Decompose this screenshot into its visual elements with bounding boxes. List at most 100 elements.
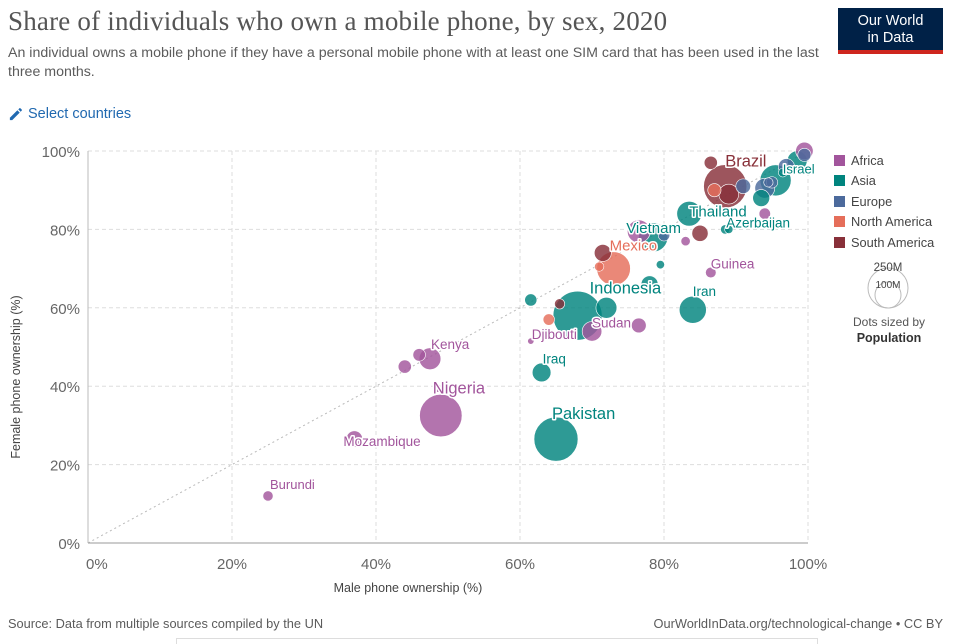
point-label-israel: Israel: [783, 162, 815, 177]
legend-item-africa[interactable]: Africa: [834, 150, 934, 171]
size-note-variable: Population: [856, 331, 922, 345]
size-note: Dots sized by Population: [836, 314, 942, 346]
legend-label-south-america: South America: [851, 234, 935, 250]
point-pakistan[interactable]: [533, 416, 579, 462]
data-point[interactable]: [593, 244, 612, 262]
data-point[interactable]: [524, 293, 538, 307]
legend-label-asia: Asia: [851, 173, 876, 189]
point-label-brazil: Brazil: [725, 152, 766, 170]
point-guinea[interactable]: [705, 266, 717, 279]
legend-swatch-south-america: [834, 236, 845, 248]
y-tick-label: 80%: [50, 222, 80, 239]
point-iran[interactable]: [678, 295, 707, 324]
legend-label-europe: Europe: [851, 193, 893, 209]
point-nigeria[interactable]: [419, 394, 463, 438]
owid-link[interactable]: OurWorldInData.org/technological-change …: [653, 616, 943, 631]
size-legend-circles: 250M 100M: [867, 262, 909, 309]
point-label-guinea: Guinea: [711, 257, 755, 272]
data-point[interactable]: [627, 219, 651, 244]
owid-logo[interactable]: Our World in Data: [838, 8, 943, 54]
y-tick-label: 40%: [50, 379, 80, 396]
size-legend-small-label: 100M: [875, 280, 900, 291]
point-label-thailand: Thailand: [689, 204, 747, 221]
source-note: Source: Data from multiple sources compi…: [8, 616, 324, 631]
point-label-kenya: Kenya: [431, 337, 470, 352]
size-legend: 250M 100M: [850, 258, 930, 314]
data-point[interactable]: [432, 383, 442, 393]
y-tick-label: 100%: [42, 144, 80, 161]
x-tick-label: 80%: [649, 556, 679, 573]
logo-line-2: in Data: [867, 30, 914, 46]
legend-swatch-asia: [834, 175, 845, 187]
select-countries-label: Select countries: [28, 106, 132, 122]
y-tick-label: 60%: [50, 301, 80, 318]
legend-item-europe[interactable]: Europe: [834, 191, 934, 212]
chart-subtitle: An individual owns a mobile phone if the…: [8, 45, 819, 80]
legend-swatch-africa: [834, 154, 845, 166]
x-tick-label: 60%: [505, 556, 535, 573]
point-label-azerbaijan: Azerbaijan: [726, 215, 790, 230]
data-point[interactable]: [758, 207, 771, 220]
point-label-djibouti: Djibouti: [532, 327, 577, 342]
data-point[interactable]: [724, 224, 734, 234]
legend-label-africa: Africa: [851, 152, 884, 168]
tab-bar-edge: [176, 638, 818, 644]
legend-item-north-america[interactable]: North America: [834, 212, 934, 233]
point-label-vietnam: Vietnam: [626, 220, 681, 237]
size-note-text: Dots sized by: [852, 315, 926, 329]
point-iraq[interactable]: [531, 362, 552, 383]
pencil-icon: [9, 107, 22, 120]
legend-swatch-north-america: [834, 216, 845, 228]
data-point[interactable]: [397, 359, 412, 374]
point-label-sudan: Sudan: [592, 315, 631, 330]
data-point[interactable]: [542, 313, 555, 326]
point-label-indonesia: Indonesia: [590, 280, 662, 298]
data-point[interactable]: [680, 236, 691, 247]
data-point[interactable]: [631, 317, 647, 334]
label-layer: Burundi Mozambique Nigeria Pakistan Kenya Ira…: [269, 151, 817, 494]
chart-title: Share of individuals who own a mobile ph…: [8, 6, 668, 36]
data-point[interactable]: [707, 183, 722, 198]
data-point[interactable]: [640, 275, 659, 294]
point-israel[interactable]: [778, 167, 788, 178]
data-point[interactable]: [691, 224, 709, 242]
data-point[interactable]: [735, 178, 751, 194]
data-point[interactable]: [763, 177, 774, 188]
legend-item-south-america[interactable]: South America: [834, 232, 934, 253]
select-countries-button[interactable]: Select countries: [8, 106, 131, 122]
data-point[interactable]: [655, 260, 665, 270]
point-thailand[interactable]: [676, 201, 702, 227]
point-sudan[interactable]: [581, 321, 603, 342]
data-point[interactable]: [657, 229, 671, 242]
legend-swatch-europe: [834, 195, 845, 207]
reference-line: [87, 150, 809, 544]
reference-line-layer: [87, 150, 809, 544]
data-point[interactable]: [554, 298, 566, 310]
data-point[interactable]: [703, 155, 718, 170]
point-djibouti[interactable]: [527, 337, 535, 345]
point-layer: [262, 141, 814, 502]
point-label-iran: Iran: [693, 284, 716, 299]
data-point[interactable]: [412, 348, 426, 362]
point-label-nigeria: Nigeria: [433, 380, 486, 398]
data-point[interactable]: [797, 148, 812, 162]
axis-layer: 0% 20% 40% 60% 80% 100% 0% 20% 40% 60% 80% 100% Male…: [9, 144, 827, 595]
legend-item-asia[interactable]: Asia: [834, 171, 934, 192]
data-point[interactable]: [752, 189, 771, 207]
point-label-mexico: Mexico: [610, 238, 658, 255]
legend-label-north-america: North America: [851, 214, 933, 230]
point-label-burundi: Burundi: [270, 477, 315, 492]
x-tick-label: 0%: [86, 556, 108, 573]
x-tick-label: 100%: [789, 556, 827, 573]
point-burundi[interactable]: [262, 490, 274, 502]
y-tick-label: 0%: [58, 536, 80, 553]
x-tick-label: 20%: [217, 556, 247, 573]
point-label-iraq: Iraq: [543, 351, 566, 366]
data-point[interactable]: [594, 261, 605, 272]
point-mozambique[interactable]: [345, 430, 363, 448]
point-label-mozambique: Mozambique: [343, 434, 420, 449]
size-legend-large-label: 250M: [874, 262, 903, 274]
data-point[interactable]: [595, 297, 618, 319]
y-tick-label: 20%: [50, 458, 80, 475]
